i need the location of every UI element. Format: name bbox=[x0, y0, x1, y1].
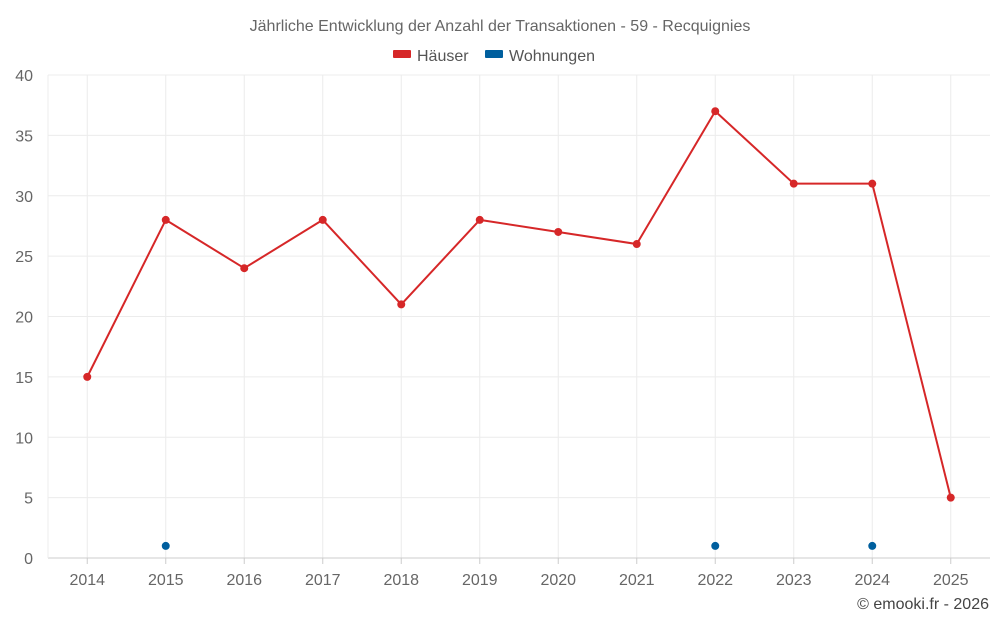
data-point-haeuser[interactable] bbox=[554, 227, 563, 236]
data-point-haeuser[interactable] bbox=[161, 215, 170, 224]
data-point-haeuser[interactable] bbox=[789, 179, 798, 188]
x-tick-label: 2021 bbox=[619, 572, 655, 589]
y-tick-label: 5 bbox=[24, 491, 33, 508]
data-point-haeuser[interactable] bbox=[83, 372, 92, 381]
x-tick-label: 2025 bbox=[933, 572, 969, 589]
y-tick-label: 20 bbox=[15, 310, 33, 327]
x-tick-label: 2017 bbox=[305, 572, 341, 589]
legend-swatch-wohnungen bbox=[485, 50, 503, 58]
data-point-haeuser[interactable] bbox=[868, 179, 877, 188]
y-tick-label: 0 bbox=[24, 551, 33, 568]
credit-text: © emooki.fr - 2026 bbox=[857, 596, 989, 613]
data-point-wohnungen[interactable] bbox=[868, 541, 877, 550]
data-point-wohnungen[interactable] bbox=[711, 541, 720, 550]
data-point-haeuser[interactable] bbox=[946, 493, 955, 502]
plot-area bbox=[83, 107, 955, 550]
x-tick-label: 2024 bbox=[854, 572, 890, 589]
x-tick-label: 2018 bbox=[383, 572, 419, 589]
legend-item-haeuser[interactable]: Häuser bbox=[393, 48, 469, 65]
data-point-haeuser[interactable] bbox=[475, 215, 484, 224]
x-tick-label: 2014 bbox=[69, 572, 105, 589]
data-point-wohnungen[interactable] bbox=[161, 541, 170, 550]
legend-label-wohnungen: Wohnungen bbox=[509, 48, 595, 65]
legend-item-wohnungen[interactable]: Wohnungen bbox=[485, 48, 595, 65]
y-tick-label: 40 bbox=[15, 68, 33, 85]
y-tick-label: 25 bbox=[15, 249, 33, 266]
chart-title: Jährliche Entwicklung der Anzahl der Tra… bbox=[250, 18, 751, 35]
x-tick-label: 2019 bbox=[462, 572, 498, 589]
data-point-haeuser[interactable] bbox=[397, 300, 406, 309]
y-tick-label: 30 bbox=[15, 189, 33, 206]
data-point-haeuser[interactable] bbox=[318, 215, 327, 224]
legend-swatch-haeuser bbox=[393, 50, 411, 58]
y-tick-label: 10 bbox=[15, 430, 33, 447]
x-tick-label: 2020 bbox=[540, 572, 576, 589]
data-point-haeuser[interactable] bbox=[632, 240, 641, 249]
y-tick-label: 35 bbox=[15, 128, 33, 145]
x-tick-label: 2016 bbox=[226, 572, 262, 589]
x-tick-label: 2022 bbox=[697, 572, 733, 589]
y-tick-label: 15 bbox=[15, 370, 33, 387]
legend-label-haeuser: Häuser bbox=[417, 48, 469, 65]
data-point-haeuser[interactable] bbox=[240, 264, 249, 273]
x-tick-label: 2023 bbox=[776, 572, 812, 589]
data-point-haeuser[interactable] bbox=[711, 107, 720, 116]
series-line-haeuser bbox=[86, 110, 952, 498]
grid bbox=[48, 74, 990, 558]
legend: Häuser Wohnungen bbox=[393, 48, 595, 65]
x-tick-label: 2015 bbox=[148, 572, 184, 589]
